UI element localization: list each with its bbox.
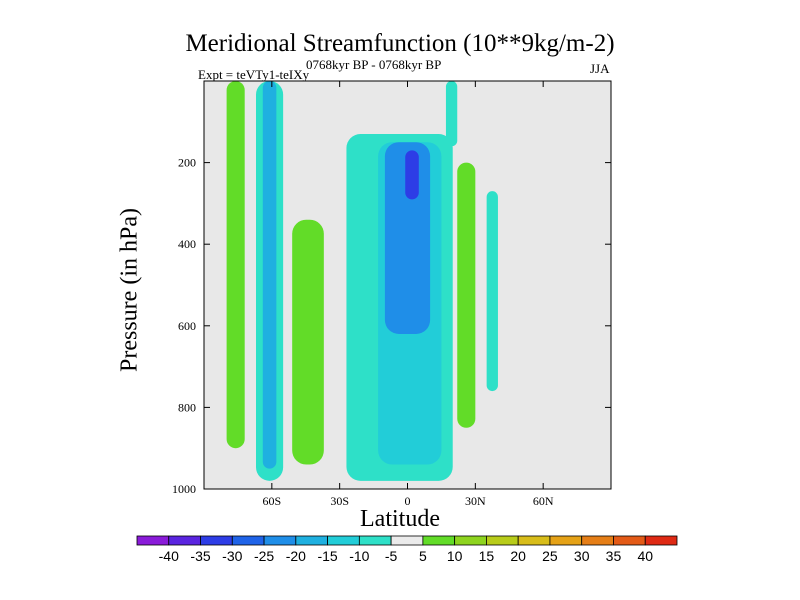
colorbar-label: 15 — [479, 548, 495, 564]
colorbar-swatch — [581, 535, 614, 546]
contour-region-5 — [457, 162, 476, 428]
contour-region--5 — [486, 191, 498, 392]
contour-region-5 — [226, 81, 245, 449]
colorbar-label: -15 — [317, 548, 337, 564]
axis-ticks: 60S 30S 0 30N 60N 200 400 600 800 1000 — [172, 81, 611, 508]
colorbar-swatch — [263, 535, 297, 546]
contour-region--15 — [262, 81, 277, 469]
x-tick-label: 0 — [405, 494, 411, 508]
season-label: JJA — [590, 61, 610, 76]
colorbar-swatch — [295, 535, 328, 546]
colorbar-label: -5 — [385, 548, 398, 564]
colorbar-label: 40 — [637, 548, 653, 564]
colorbar-label: 10 — [447, 548, 463, 564]
x-tick-label: 60S — [262, 494, 281, 508]
y-tick-label: 200 — [178, 156, 196, 170]
contour-fields — [226, 81, 498, 481]
colorbar-label: -20 — [286, 548, 306, 564]
contour-region-5 — [292, 219, 324, 465]
colorbar-swatch — [231, 535, 265, 546]
colorbar-swatch — [200, 535, 233, 546]
x-axis-label: Latitude — [360, 506, 440, 532]
colorbar-label: -10 — [349, 548, 369, 564]
colorbar-label: 35 — [606, 548, 622, 564]
y-tick-label: 400 — [178, 237, 196, 251]
colorbar-swatch — [644, 535, 678, 546]
x-tick-label: 60N — [533, 494, 554, 508]
colorbar-swatch — [358, 535, 392, 546]
period-label: 0768kyr BP - 0768kyr BP — [306, 57, 442, 72]
colorbar-swatch — [517, 535, 551, 546]
colorbar-label: 25 — [542, 548, 558, 564]
x-tick-label: 30S — [330, 494, 349, 508]
colorbar-swatch — [549, 535, 583, 546]
contour-region--30 — [405, 150, 419, 200]
y-tick-label: 600 — [178, 319, 196, 333]
colorbar-swatch — [422, 535, 456, 546]
x-tick-label: 30N — [465, 494, 486, 508]
colorbar-swatch — [327, 535, 360, 546]
colorbar-label: -25 — [254, 548, 274, 564]
colorbar-swatch — [390, 535, 424, 546]
colorbar-swatch — [454, 535, 487, 546]
chart-title: Meridional Streamfunction (10**9kg/m-2) — [185, 30, 615, 57]
contour-region--5 — [445, 81, 458, 147]
colorbar-label: 20 — [510, 548, 526, 564]
colorbar-swatch — [168, 535, 201, 546]
colorbar-label: 5 — [419, 548, 427, 564]
colorbar-swatch — [613, 535, 646, 546]
colorbar-swatch — [136, 535, 170, 546]
colorbar-label: -40 — [159, 548, 179, 564]
colorbar-label: 30 — [574, 548, 590, 564]
y-tick-label: 1000 — [172, 482, 196, 496]
y-tick-label: 800 — [178, 400, 196, 414]
colorbar: -40 -35 -30 -25 -20 -15 -10 -5 5 10 15 20 25 30 35 40 — [136, 535, 678, 564]
colorbar-swatch — [486, 535, 519, 546]
experiment-label: Expt = teVTy1-teIXy — [198, 67, 310, 82]
colorbar-label: -30 — [222, 548, 242, 564]
colorbar-label: -35 — [190, 548, 210, 564]
